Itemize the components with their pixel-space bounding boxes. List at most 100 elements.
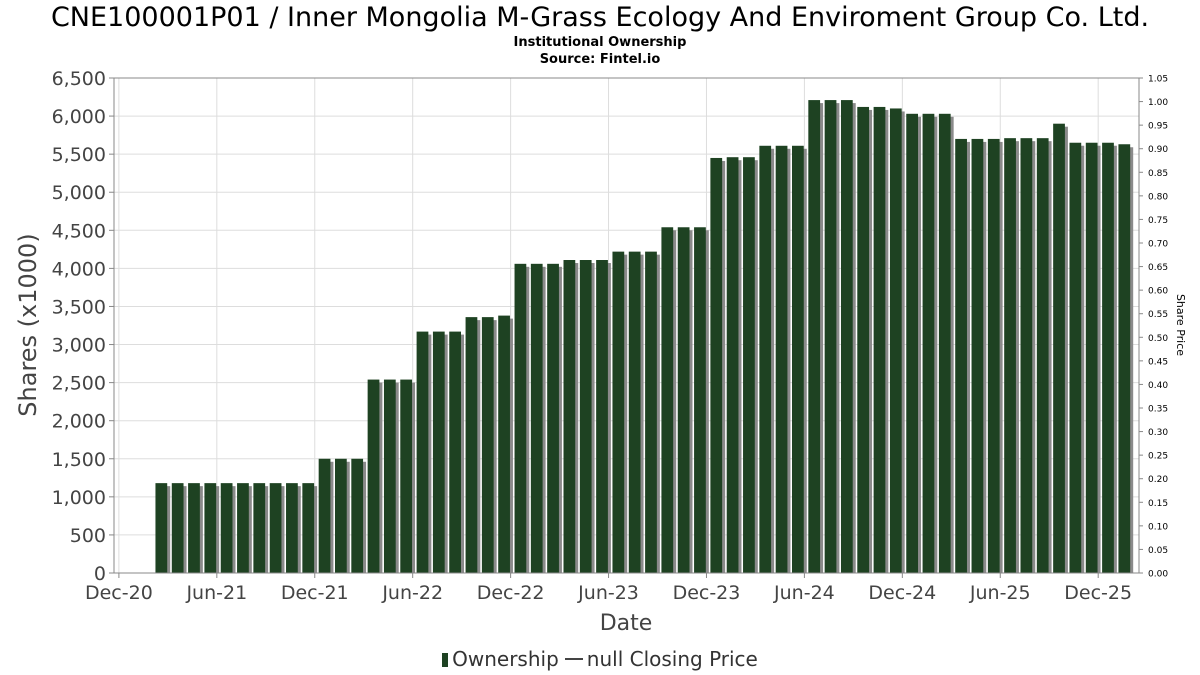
y-tick-label: 500	[70, 525, 106, 547]
y2-tick-label: 0.55	[1148, 310, 1168, 320]
y2-tick-label: 0.25	[1148, 452, 1168, 462]
ownership-bar	[416, 331, 429, 573]
y-tick-label: 1,500	[52, 449, 106, 471]
ownership-bar	[334, 458, 347, 573]
ownership-bar	[792, 145, 804, 573]
ownership-bar	[694, 227, 706, 573]
ownership-bar	[710, 157, 723, 573]
ownership-bar	[759, 145, 772, 573]
ownership-bar	[432, 331, 445, 573]
ownership-bar	[971, 138, 984, 573]
y2-tick-label: 0.85	[1148, 169, 1168, 179]
y-tick-label: 2,500	[52, 373, 106, 395]
y-tick-label: 3,500	[52, 296, 106, 318]
ownership-bar	[1020, 138, 1033, 573]
y2-tick-label: 0.30	[1148, 428, 1168, 438]
y-tick-label: 0	[94, 563, 106, 585]
ownership-bar	[547, 263, 559, 573]
x-axis-label: Date	[600, 611, 653, 636]
y-tick-label: 5,500	[52, 144, 106, 166]
ownership-bar	[1085, 142, 1098, 573]
ownership-bar	[726, 157, 739, 573]
x-tick-label: Jun-24	[773, 582, 835, 604]
ownership-bar	[645, 251, 657, 573]
y2-tick-label: 0.70	[1148, 240, 1168, 250]
y-axis-label: Shares (x1000)	[14, 233, 42, 416]
ownership-bar	[237, 483, 249, 573]
bars	[155, 100, 1134, 574]
ownership-bar	[318, 458, 331, 573]
y2-tick-label: 1.00	[1148, 98, 1168, 108]
legend: Ownership null Closing Price	[0, 647, 1200, 671]
y-tick-label: 1,000	[52, 487, 106, 509]
ownership-bar	[1102, 142, 1114, 573]
legend-ownership-swatch	[442, 653, 449, 667]
y2-tick-label: 0.80	[1148, 192, 1168, 202]
y2-tick-label: 0.90	[1148, 145, 1168, 155]
ownership-bar	[204, 483, 217, 573]
ownership-bar	[1036, 138, 1049, 573]
ownership-bar	[579, 260, 592, 573]
ownership-bar	[743, 157, 755, 573]
ownership-bar	[220, 483, 233, 573]
y-tick-label: 6,000	[52, 106, 106, 128]
chart-title: CNE100001P01 / Inner Mongolia M-Grass Ec…	[50, 2, 1150, 33]
ownership-bar	[938, 113, 951, 574]
y-tick-label: 2,000	[52, 411, 106, 433]
y2-tick-label: 0.50	[1148, 334, 1168, 344]
ownership-bar	[269, 483, 282, 573]
ownership-bar	[661, 227, 674, 573]
ownership-bar	[857, 106, 870, 573]
y2-tick-label: 1.05	[1148, 75, 1168, 85]
ownership-bar	[155, 483, 168, 573]
plot-frame	[113, 77, 1140, 574]
y-tick-label: 4,000	[52, 258, 106, 280]
x-tick-label: Dec-20	[85, 582, 153, 604]
legend-price-line	[564, 658, 583, 660]
ownership-bar	[955, 138, 967, 573]
y2-tick-label: 0.45	[1148, 357, 1168, 367]
ownership-bar	[171, 483, 184, 573]
ownership-bar	[351, 458, 364, 573]
ownership-bar	[922, 113, 935, 574]
chart-source: Source: Fintel.io	[539, 52, 661, 67]
y2-axis-label: Share Price	[1174, 294, 1187, 356]
y-tick-label: 6,500	[52, 68, 106, 90]
x-tick-label: Dec-24	[868, 582, 936, 604]
ownership-bar	[498, 315, 510, 573]
x-tick-label: Jun-21	[185, 582, 247, 604]
y2-tick-label: 0.10	[1148, 522, 1168, 532]
ownership-bar	[253, 483, 266, 573]
y-tick-label: 5,000	[52, 182, 106, 204]
y2-tick-label: 0.65	[1148, 263, 1168, 273]
ownership-bar	[1004, 138, 1016, 573]
y2-axis: 0.00 0.05 0.10 0.15 0.20 0.25 0.30 0.35 0.40 0.45…	[1139, 75, 1168, 580]
ownership-bar	[628, 251, 641, 573]
x-tick-label: Jun-22	[381, 582, 443, 604]
ownership-bar	[873, 106, 886, 573]
ownership-bar	[1118, 144, 1131, 573]
y2-tick-label: 0.40	[1148, 381, 1168, 391]
ownership-bar	[449, 331, 461, 573]
ownership-bar	[465, 317, 478, 573]
ownership-bar	[286, 483, 298, 573]
y2-tick-label: 0.75	[1148, 216, 1168, 226]
y2-tick-label: 0.35	[1148, 405, 1168, 415]
ownership-bar	[1069, 142, 1082, 573]
legend-ownership-label: Ownership	[452, 647, 559, 671]
chart-subtitle: Institutional Ownership	[513, 35, 687, 50]
legend-price-label: null Closing Price	[586, 647, 758, 671]
y2-tick-label: 0.20	[1148, 475, 1168, 485]
ownership-bar	[1053, 123, 1065, 573]
ownership-bar	[775, 145, 788, 573]
x-tick-label: Jun-25	[969, 582, 1031, 604]
y-axis: 0 500 1,000 1,500 2,000 2,500 3,000 3,500 4,000 4…	[52, 68, 114, 585]
y2-tick-label: 0.95	[1148, 122, 1168, 132]
y2-tick-label: 0.60	[1148, 287, 1168, 297]
x-axis: Dec-20 Jun-21 Dec-21 Jun-22 Dec-22 Jun-23 Dec-…	[85, 573, 1132, 604]
ownership-bar	[824, 100, 837, 573]
y-tick-label: 4,500	[52, 220, 106, 242]
ownership-bar	[677, 227, 690, 573]
x-tick-label: Dec-21	[281, 582, 349, 604]
